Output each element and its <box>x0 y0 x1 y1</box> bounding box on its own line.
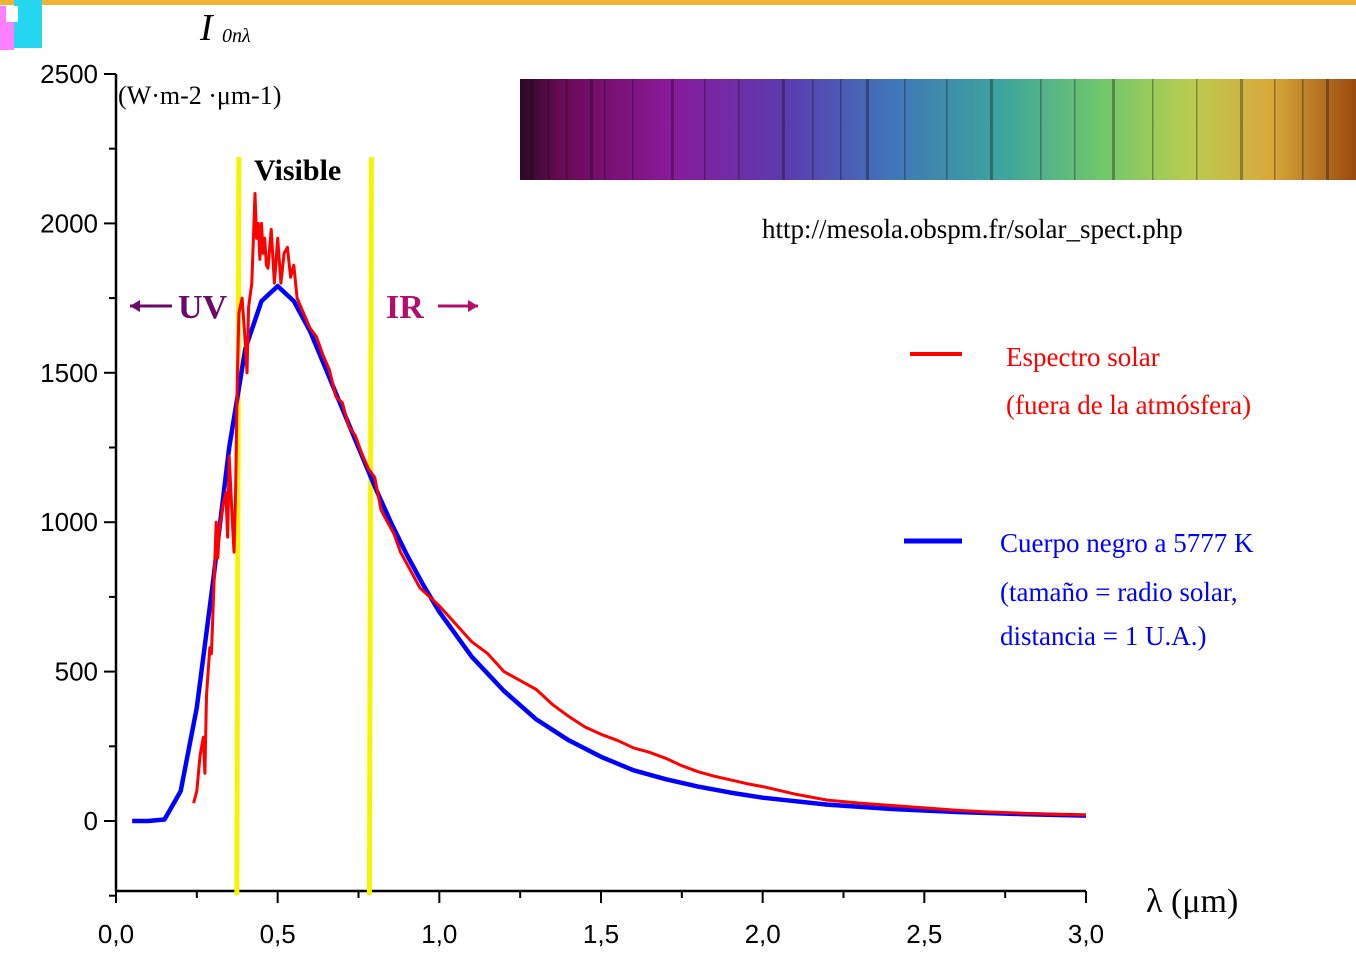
y-tick-label: 1000 <box>40 507 98 537</box>
y-axis-symbol: I <box>199 7 215 49</box>
spectrum-absorption-line <box>840 79 842 180</box>
x-tick-label: 2,0 <box>745 919 781 949</box>
visible-band-start-line <box>234 156 242 896</box>
visible-band-end-line <box>366 156 374 896</box>
legend-label-solar-2: (fuera de la atmósfera) <box>1006 390 1251 420</box>
y-tick-label: 0 <box>84 806 98 836</box>
x-axis-label: λ (μm) <box>1146 883 1238 920</box>
spectrum-absorption-line <box>1302 79 1304 180</box>
spectrum-absorption-line <box>548 79 550 180</box>
x-tick-label: 0,0 <box>98 919 134 949</box>
spectrum-absorption-line <box>812 79 814 180</box>
legend: Espectro solar (fuera de la atmósfera) C… <box>904 342 1254 651</box>
y-tick-label: 2500 <box>40 59 98 89</box>
spectrum-absorption-line <box>530 79 533 180</box>
legend-label-blackbody-3: distancia = 1 U.A.) <box>1000 621 1206 651</box>
spectrum-absorption-line <box>904 79 906 180</box>
spectrum-absorption-line <box>671 79 674 180</box>
ir-annotation: IR <box>386 289 478 326</box>
x-tick-label: 2,5 <box>906 919 942 949</box>
spectrum-absorption-line <box>1074 79 1076 180</box>
corner-logo <box>0 0 42 50</box>
spectrum-absorption-line <box>946 79 948 180</box>
x-tick-label: 1,0 <box>421 919 457 949</box>
spectrum-absorption-line <box>782 79 785 180</box>
visible-band-lines <box>234 156 374 896</box>
spectrum-absorption-line <box>704 79 706 180</box>
x-tick-label: 1,5 <box>583 919 619 949</box>
spectrum-absorption-line <box>604 79 606 180</box>
spectrum-absorption-line <box>1326 79 1329 180</box>
series-blackbody-line <box>132 283 1087 824</box>
visible-label: Visible <box>254 154 341 187</box>
x-tick-label: 3,0 <box>1068 919 1104 949</box>
y-tick-label: 2000 <box>40 208 98 238</box>
legend-label-solar: Espectro solar <box>1006 342 1160 372</box>
spectrum-absorption-line <box>1196 79 1198 180</box>
svg-text:UV: UV <box>178 289 228 326</box>
spectrum-absorption-line <box>738 79 740 180</box>
spectrum-absorption-line <box>632 79 634 180</box>
axes: 0 500 1000 1500 2000 2500 0,0 0,5 1,0 1,5 2,0 2,5 3,… <box>40 59 1104 949</box>
spectrum-absorption-line <box>1152 79 1154 180</box>
y-axis-symbol-subscript: 0nλ <box>222 25 251 47</box>
legend-label-blackbody: Cuerpo negro a 5777 K <box>1000 528 1254 558</box>
spectrum-absorption-line <box>1240 79 1243 180</box>
x-tick-label: 0,5 <box>260 919 296 949</box>
y-tick-label: 1500 <box>40 358 98 388</box>
y-axis-unit: (W·m-2 ·μm-1) <box>118 81 281 110</box>
series-solar-spectrum-line <box>192 192 1087 817</box>
spectrum-absorption-line <box>990 79 993 180</box>
spectrum-absorption-line <box>1274 79 1276 180</box>
uv-annotation: UV <box>130 289 228 326</box>
spectrum-absorption-line <box>1040 79 1042 180</box>
legend-label-blackbody-2: (tamaño = radio solar, <box>1000 577 1238 607</box>
spectrum-absorption-line <box>866 79 869 180</box>
series-layer <box>132 192 1087 824</box>
svg-text:IR: IR <box>386 289 424 326</box>
spectrum-absorption-line <box>566 79 568 180</box>
spectrum-absorption-line <box>1112 79 1115 180</box>
source-url: http://mesola.obspm.fr/solar_spect.php <box>762 214 1183 244</box>
solar-spectrum-image <box>520 79 1356 180</box>
y-tick-label: 500 <box>55 657 98 687</box>
slide-top-bar <box>0 0 1356 5</box>
spectrum-absorption-line <box>590 79 593 180</box>
